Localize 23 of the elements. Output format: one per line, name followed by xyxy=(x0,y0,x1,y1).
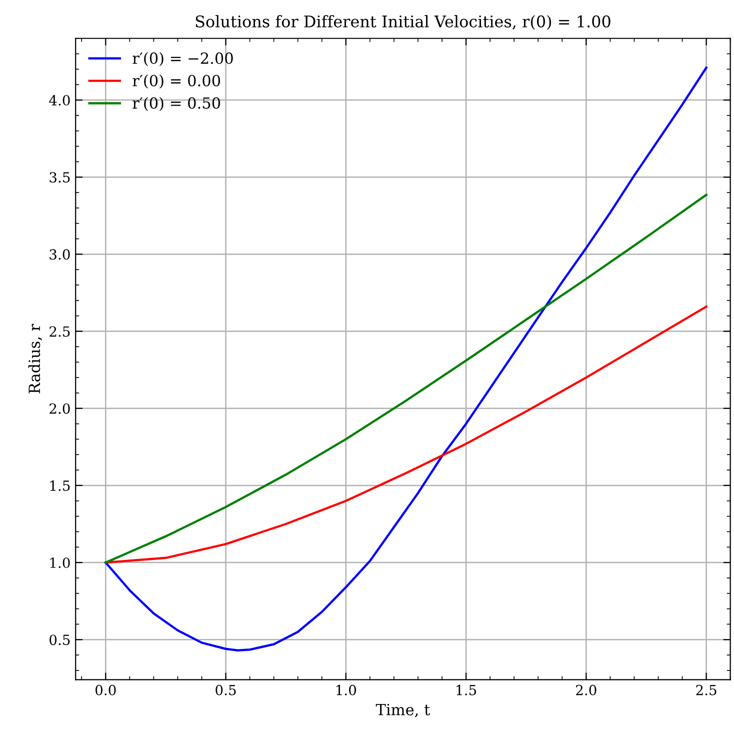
y-tick-label: 3.0 xyxy=(50,249,70,260)
chart-title: Solutions for Different Initial Velocities, r(0) = 1.00 xyxy=(196,15,610,30)
y-tick-label: 2.5 xyxy=(50,326,70,337)
x-tick-label: 0.5 xyxy=(216,684,236,696)
y-tick-label: 3.5 xyxy=(50,172,70,183)
legend-label: r′(0) = 0.50 xyxy=(132,96,220,111)
legend-label: r′(0) = 0.00 xyxy=(132,74,220,89)
line-series xyxy=(104,306,708,564)
legend-label: r′(0) = −2.00 xyxy=(132,52,233,66)
y-tick-label: 1.0 xyxy=(50,558,70,568)
line-series xyxy=(104,66,708,652)
x-tick-label: 2.0 xyxy=(576,684,596,696)
x-tick-label: 1.0 xyxy=(336,684,356,696)
line-series xyxy=(104,194,708,564)
x-tick-label: 2.5 xyxy=(696,684,716,696)
y-tick-label: 2.0 xyxy=(50,403,70,414)
y-tick-label: 4.0 xyxy=(49,95,70,106)
x-axis-title: Time, t xyxy=(376,704,430,718)
y-tick-label: 1.5 xyxy=(50,480,70,491)
y-axis-title: Radius, r xyxy=(28,324,42,394)
x-tick-label: 0.0 xyxy=(96,684,116,696)
y-tick-label: 0.5 xyxy=(50,634,70,646)
x-tick-label: 1.5 xyxy=(456,684,476,696)
